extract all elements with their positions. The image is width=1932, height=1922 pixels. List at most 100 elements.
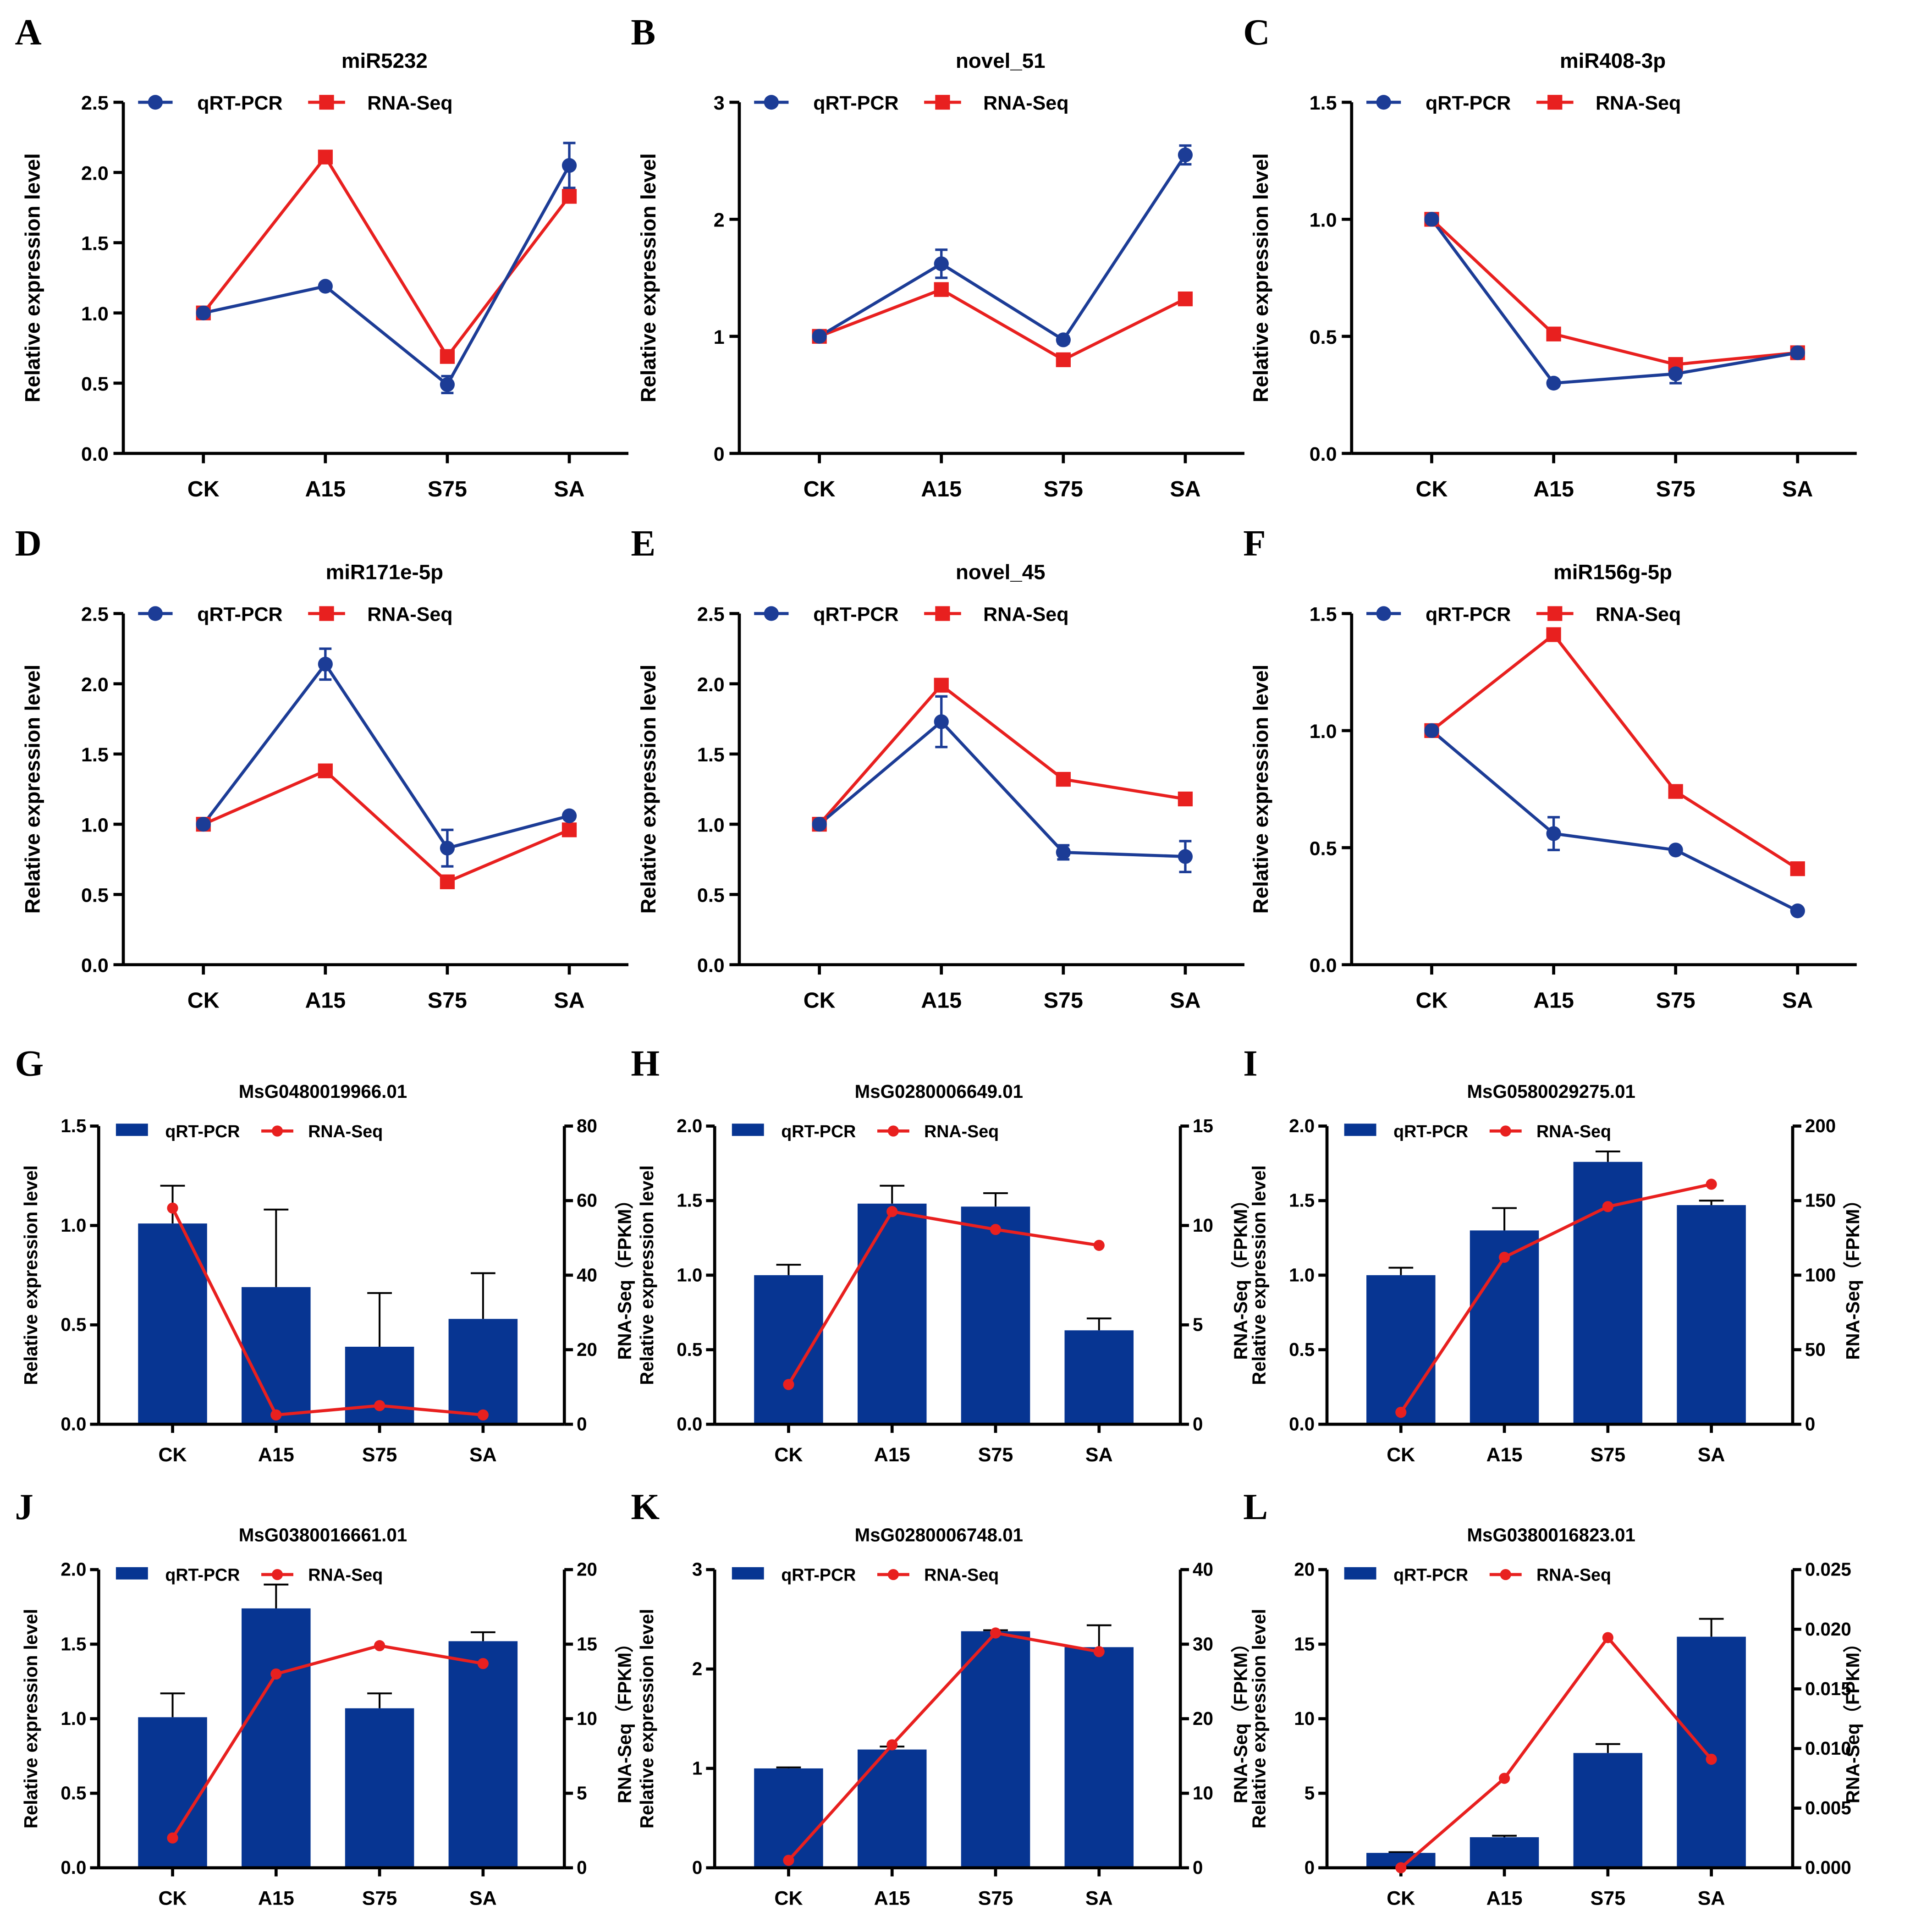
x-tick-label: A15: [1486, 1887, 1523, 1909]
legend-qrt-marker: [764, 94, 779, 110]
x-tick-label: CK: [804, 988, 836, 1013]
x-tick-label: SA: [1782, 477, 1813, 501]
rna-seq-point: [990, 1224, 1002, 1235]
x-tick-label: SA: [469, 1444, 497, 1466]
rna-seq-point: [1706, 1753, 1717, 1765]
qrt-pcr-bar: [1677, 1636, 1746, 1868]
rna-seq-point: [783, 1855, 794, 1866]
y-tick-label: 2: [714, 209, 725, 231]
legend-rna-label: RNA-Seq: [1536, 1122, 1611, 1141]
panel-letter: G: [15, 1043, 44, 1084]
y-tick-label: 1.0: [61, 1215, 86, 1236]
rna-seq-line: [787, 1631, 1100, 1861]
rna-seq-point: [1546, 627, 1561, 642]
error-bar: [1595, 1743, 1620, 1753]
qrt-pcr-point: [440, 841, 455, 856]
legend-rna-label: RNA-Seq: [1536, 1565, 1611, 1584]
rna-seq-point: [1093, 1646, 1105, 1658]
rna-seq-line: [818, 683, 1186, 826]
rna-seq-point: [374, 1400, 385, 1411]
rna-seq-point: [1056, 352, 1071, 367]
error-bar: [983, 1192, 1008, 1207]
panel-letter: K: [631, 1487, 660, 1527]
panel-J: J MsG0380016661.01 Relative expression lev…: [15, 1487, 635, 1909]
y-tick-label: 0.5: [81, 373, 109, 395]
y-tick-label: 1.5: [1310, 92, 1337, 114]
error-bar: [1492, 1207, 1517, 1231]
legend-qrt-marker: [148, 94, 163, 110]
error-bar: [367, 1292, 392, 1347]
qrt-pcr-point: [812, 329, 827, 344]
legend-qrt-label: qRT-PCR: [781, 1565, 856, 1584]
qrt-pcr-point: [1178, 147, 1193, 163]
rna-seq-line: [202, 154, 571, 359]
x-tick-label: A15: [921, 988, 962, 1013]
rna-seq-point: [886, 1739, 898, 1751]
x-tick-label: S75: [978, 1887, 1013, 1909]
qrt-pcr-point: [1668, 366, 1683, 381]
y-tick-label: 1: [714, 326, 725, 348]
y-axis-label: Relative expression level: [1249, 1609, 1270, 1828]
rna-seq-point: [1395, 1862, 1407, 1873]
y2-tick-label: 30: [1193, 1634, 1213, 1654]
legend-qrt-label: qRT-PCR: [1393, 1565, 1468, 1584]
y-tick-label: 1.5: [81, 233, 109, 255]
y-tick-label: 0.5: [61, 1783, 86, 1804]
y-tick-label: 1: [692, 1758, 702, 1779]
error-bar: [1595, 1150, 1620, 1162]
qrt-pcr-bar: [1064, 1647, 1134, 1868]
rna-seq-line: [819, 287, 1186, 362]
rna-seq-point: [1546, 326, 1561, 341]
y-tick-label: 20: [1294, 1559, 1315, 1580]
qrt-pcr-bar: [1366, 1275, 1436, 1425]
x-tick-label: S75: [1044, 477, 1083, 501]
qrt-pcr-bar: [961, 1631, 1030, 1868]
chart-title: MsG0480019966.01: [239, 1081, 407, 1102]
y-tick-label: 2.0: [677, 1116, 702, 1136]
legend-qrt-label: qRT-PCR: [813, 604, 898, 626]
qrt-pcr-line: [1430, 218, 1798, 385]
qrt-pcr-point: [318, 656, 333, 672]
x-tick-label: SA: [554, 988, 584, 1013]
y2-tick-label: 20: [577, 1339, 597, 1360]
legend-rna-marker: [887, 1125, 899, 1137]
chart-title: novel_45: [956, 560, 1046, 584]
rna-seq-point: [783, 1379, 794, 1390]
y-tick-label: 2.0: [1289, 1116, 1315, 1136]
x-tick-label: CK: [1387, 1444, 1415, 1466]
rna-seq-point: [270, 1409, 282, 1421]
panel-letter: E: [631, 523, 655, 564]
rna-seq-point: [167, 1832, 178, 1844]
y2-tick-label: 0.025: [1805, 1559, 1851, 1580]
chart-title: miR171e-5p: [326, 560, 443, 584]
x-tick-label: S75: [1591, 1887, 1626, 1909]
qrt-pcr-point: [1056, 332, 1071, 347]
qrt-pcr-line: [202, 661, 570, 850]
qrt-pcr-point: [1546, 826, 1561, 841]
x-tick-label: SA: [1085, 1444, 1113, 1466]
x-tick-label: A15: [305, 477, 346, 501]
legend-rna-label: RNA-Seq: [308, 1122, 383, 1141]
y-tick-label: 0.5: [677, 1339, 702, 1360]
y-axis-label: Relative expression level: [637, 665, 660, 914]
y-tick-label: 0.0: [61, 1414, 86, 1435]
y2-tick-label: 100: [1805, 1265, 1836, 1285]
error-bar: [1699, 1200, 1724, 1206]
y-tick-label: 2.0: [81, 162, 109, 184]
y-axis-label: Relative expression level: [21, 153, 44, 402]
rna-seq-point: [270, 1668, 282, 1680]
x-tick-label: S75: [362, 1444, 397, 1466]
qrt-pcr-line: [818, 154, 1187, 342]
chart-title: MsG0280006748.01: [855, 1525, 1023, 1545]
y-tick-label: 1.5: [1310, 604, 1337, 626]
y2-axis-label: RNA-Seq（FPKM）: [1843, 1634, 1863, 1803]
y-axis-label: Relative expression level: [21, 665, 44, 914]
legend-rna-marker: [887, 1569, 899, 1581]
qrt-pcr-bar: [448, 1641, 518, 1868]
rna-seq-point: [886, 1206, 898, 1217]
rna-seq-point: [561, 822, 577, 837]
legend-rna-marker: [935, 606, 950, 621]
rna-seq-point: [990, 1627, 1002, 1639]
y-tick-label: 2.0: [697, 674, 725, 696]
